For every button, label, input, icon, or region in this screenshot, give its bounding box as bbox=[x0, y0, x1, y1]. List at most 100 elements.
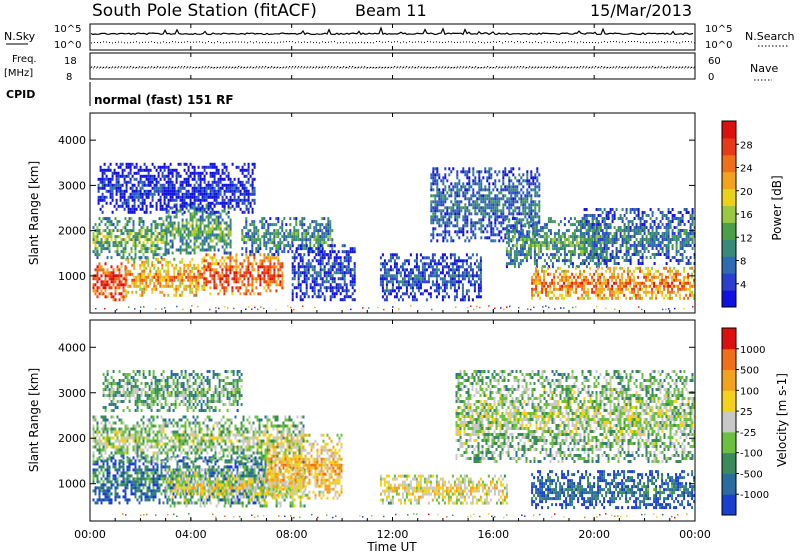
power-cell bbox=[152, 250, 155, 254]
power-cell bbox=[177, 227, 180, 231]
power-cell bbox=[94, 253, 97, 257]
power-cell bbox=[197, 174, 200, 178]
power-cell bbox=[179, 272, 182, 276]
power-cell bbox=[189, 204, 192, 208]
power-cell bbox=[403, 271, 406, 275]
power-cell bbox=[343, 259, 346, 263]
power-cell bbox=[553, 220, 556, 224]
power-cell bbox=[459, 280, 462, 284]
power-cell bbox=[103, 162, 106, 166]
power-cell bbox=[443, 283, 446, 287]
power-cell bbox=[460, 170, 463, 174]
power-cell bbox=[585, 247, 588, 250]
power-cell bbox=[430, 194, 433, 198]
power-cell bbox=[381, 295, 384, 299]
power-cell bbox=[92, 250, 95, 254]
power-cell bbox=[179, 183, 182, 187]
power-cell bbox=[144, 235, 147, 239]
power-cell bbox=[417, 283, 420, 287]
power-cell bbox=[106, 280, 109, 284]
power-cell bbox=[442, 218, 445, 222]
power-cell bbox=[449, 283, 452, 287]
nsearch-point bbox=[448, 41, 449, 43]
power-cell bbox=[118, 241, 121, 245]
nsearch-point bbox=[211, 42, 212, 44]
power-cell bbox=[555, 238, 558, 242]
power-cell bbox=[165, 224, 168, 228]
power-cell bbox=[203, 165, 206, 169]
power-cell bbox=[409, 268, 412, 272]
power-cell bbox=[273, 232, 276, 236]
power-cell bbox=[534, 191, 537, 195]
power-cell bbox=[464, 170, 467, 174]
power-cell bbox=[96, 256, 99, 260]
power-cell bbox=[450, 212, 453, 216]
power-cell bbox=[593, 238, 596, 242]
power-cell bbox=[395, 295, 398, 299]
power-cell bbox=[317, 247, 320, 251]
power-cell bbox=[301, 265, 304, 269]
power-cell bbox=[547, 244, 550, 248]
power-cell bbox=[411, 268, 414, 272]
power-cell bbox=[449, 268, 452, 272]
nsearch-point bbox=[382, 41, 383, 43]
power-cell bbox=[197, 263, 200, 267]
power-cell bbox=[245, 256, 248, 260]
power-cell bbox=[520, 218, 523, 222]
freq-point bbox=[439, 66, 441, 68]
power-cell bbox=[132, 223, 135, 227]
power-cell bbox=[205, 203, 208, 207]
power-cell bbox=[227, 256, 230, 260]
freq-point bbox=[229, 66, 231, 68]
power-cell bbox=[153, 186, 156, 190]
power-cell bbox=[263, 244, 266, 248]
power-cell bbox=[496, 212, 499, 216]
power-cell bbox=[193, 215, 196, 219]
power-cell bbox=[150, 226, 153, 230]
power-cell bbox=[559, 238, 562, 242]
power-cell bbox=[319, 229, 322, 233]
power-cell bbox=[573, 253, 576, 257]
power-cell bbox=[130, 229, 133, 233]
power-cell bbox=[447, 280, 450, 284]
power-cell bbox=[530, 188, 533, 192]
power-cell bbox=[303, 280, 306, 284]
power-cell bbox=[195, 207, 198, 211]
power-cell bbox=[535, 226, 538, 230]
power-cell bbox=[207, 265, 210, 269]
power-cell bbox=[510, 203, 513, 207]
power-cell bbox=[581, 250, 584, 254]
freq-point bbox=[142, 66, 144, 68]
power-cell bbox=[191, 195, 194, 199]
power-cell bbox=[98, 286, 101, 290]
power-cell bbox=[347, 250, 350, 254]
power-cell bbox=[247, 189, 250, 193]
power-cell bbox=[549, 259, 552, 263]
power-cell bbox=[243, 259, 246, 263]
power-cell bbox=[522, 218, 525, 222]
power-cell bbox=[165, 218, 168, 222]
power-cell bbox=[112, 271, 115, 275]
power-cell bbox=[119, 189, 122, 193]
power-cell bbox=[135, 171, 138, 175]
power-cell bbox=[301, 259, 304, 263]
power-cell bbox=[279, 265, 282, 269]
power-cell bbox=[197, 272, 200, 276]
power-cell bbox=[419, 274, 422, 278]
power-cell bbox=[303, 247, 306, 251]
power-cell bbox=[449, 253, 452, 257]
power-cell bbox=[347, 259, 350, 263]
power-cell bbox=[385, 268, 388, 272]
nsearch-point bbox=[421, 41, 422, 43]
power-cell bbox=[468, 185, 471, 189]
power-cell bbox=[215, 215, 218, 219]
power-cell bbox=[245, 192, 248, 196]
power-cell bbox=[514, 206, 517, 210]
power-cell bbox=[271, 280, 274, 284]
power-cell bbox=[492, 200, 495, 204]
nsearch-point bbox=[544, 41, 545, 43]
power-cell bbox=[387, 292, 390, 296]
power-cell bbox=[167, 227, 170, 231]
power-cell bbox=[464, 197, 467, 201]
power-cell bbox=[496, 215, 499, 219]
